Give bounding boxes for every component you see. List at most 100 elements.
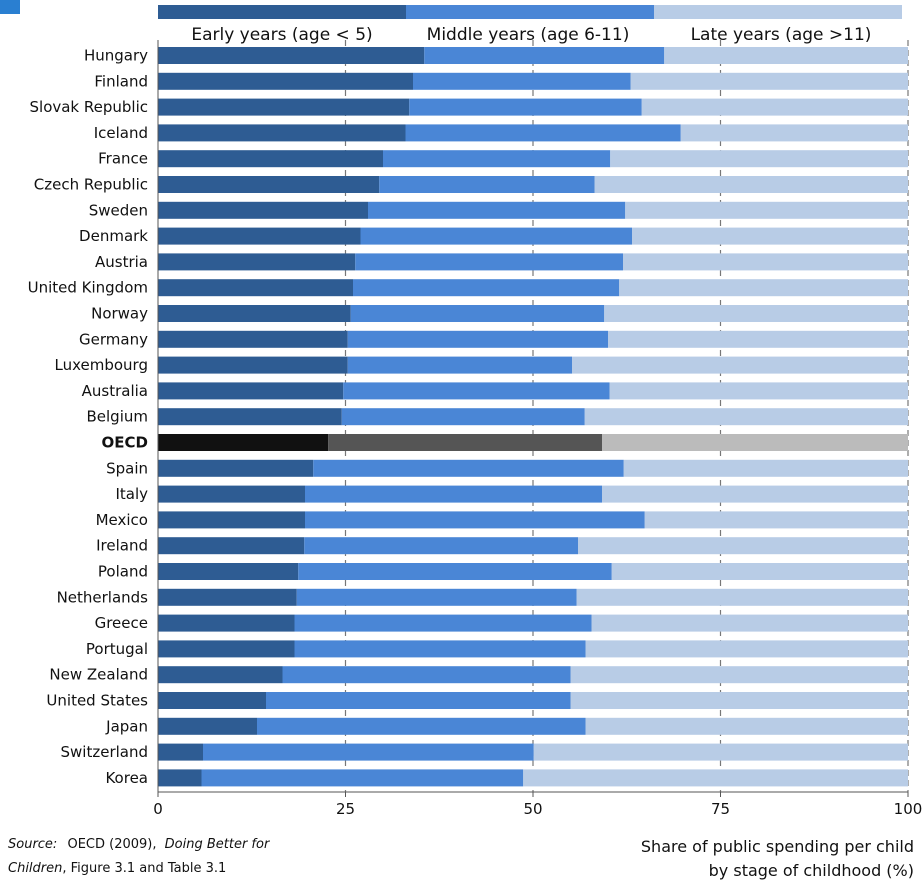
bar-mexico-series-3	[644, 511, 908, 529]
bar-united-states-series-1	[158, 692, 266, 709]
category-label-iceland: Iceland	[94, 124, 148, 142]
legend-swatch-2	[406, 5, 654, 19]
bar-switzerland-series-3	[533, 743, 908, 761]
bar-greece-series-1	[158, 614, 295, 632]
bar-greece-series-3	[591, 614, 908, 632]
bar-mexico-series-2	[305, 511, 645, 529]
x-tick-label-100: 100	[894, 800, 923, 818]
category-label-luxembourg: Luxembourg	[55, 356, 149, 374]
category-label-korea: Korea	[105, 769, 148, 787]
bar-hungary-series-2	[424, 47, 665, 64]
bar-sweden-series-1	[158, 201, 368, 219]
category-label-poland: Poland	[98, 563, 148, 581]
bar-poland-series-2	[298, 563, 612, 580]
category-label-norway: Norway	[91, 305, 148, 323]
legend-swatch-1	[158, 5, 406, 19]
bar-united-states-series-2	[266, 692, 571, 709]
x-tick-label-50: 50	[523, 800, 542, 818]
category-label-new-zealand: New Zealand	[49, 666, 148, 684]
x-tick-label-75: 75	[711, 800, 730, 818]
bar-switzerland-series-2	[203, 743, 534, 761]
bar-iceland-series-3	[680, 124, 908, 142]
bar-finland-series-1	[158, 72, 413, 90]
source-note-line2: Children, Figure 3.1 and Table 3.1	[8, 861, 226, 876]
bar-finland-series-2	[413, 72, 631, 90]
category-label-germany: Germany	[79, 330, 148, 348]
bar-oecd-series-3	[602, 434, 908, 451]
bar-japan-series-1	[158, 717, 257, 735]
bar-denmark-series-2	[360, 227, 632, 245]
bar-sweden-series-2	[368, 201, 626, 219]
bar-australia-series-2	[343, 382, 610, 400]
bar-netherlands-series-3	[576, 588, 908, 606]
x-tick-label-25: 25	[336, 800, 355, 818]
bar-norway-series-1	[158, 305, 351, 322]
bar-iceland-series-1	[158, 124, 406, 142]
bar-germany-series-2	[347, 330, 608, 348]
category-label-czech-republic: Czech Republic	[34, 176, 148, 194]
category-label-spain: Spain	[106, 459, 148, 477]
bar-new-zealand-series-2	[282, 666, 571, 684]
source-title1: Doing Better for	[165, 837, 271, 852]
corner-accent-square	[0, 0, 20, 14]
bar-italy-series-1	[158, 485, 305, 503]
bar-spain-series-2	[313, 459, 624, 477]
bar-netherlands-series-1	[158, 588, 297, 606]
bar-slovak-republic-series-1	[158, 98, 410, 116]
legend: Early years (age < 5) Middle years (age 6…	[158, 5, 902, 45]
bar-portugal-series-2	[294, 640, 586, 658]
bar-austria-series-3	[623, 253, 908, 271]
x-axis-title-line1: Share of public spending per child	[641, 837, 914, 856]
category-label-france: France	[98, 150, 148, 168]
bar-france-series-1	[158, 150, 383, 168]
bar-ireland-series-2	[304, 537, 578, 555]
bar-slovak-republic-series-3	[641, 98, 908, 116]
bar-luxembourg-series-1	[158, 356, 348, 374]
bar-poland-series-3	[611, 563, 908, 580]
bar-norway-series-3	[604, 305, 908, 322]
bar-hungary-series-3	[664, 47, 908, 64]
source-note-line1: Source: OECD (2009), Doing Better for	[8, 837, 271, 852]
bar-spain-series-3	[623, 459, 908, 477]
legend-label-3: Late years (age >11)	[691, 25, 872, 45]
category-label-united-states: United States	[46, 692, 148, 710]
bar-denmark-series-3	[632, 227, 908, 245]
bar-portugal-series-1	[158, 640, 295, 658]
source-title2: Children	[8, 861, 62, 876]
bar-luxembourg-series-2	[347, 356, 572, 374]
bar-new-zealand-series-3	[570, 666, 908, 684]
category-label-hungary: Hungary	[84, 47, 148, 65]
category-label-greece: Greece	[95, 614, 148, 632]
bar-united-kingdom-series-2	[353, 279, 620, 297]
bar-sweden-series-3	[625, 201, 908, 219]
category-label-netherlands: Netherlands	[57, 588, 149, 606]
category-label-finland: Finland	[94, 72, 148, 90]
bar-france-series-2	[383, 150, 611, 168]
bar-austria-series-2	[355, 253, 623, 271]
bar-australia-series-3	[609, 382, 908, 400]
category-label-united-kingdom: United Kingdom	[28, 279, 148, 297]
bar-portugal-series-3	[585, 640, 908, 658]
bar-oecd-series-1	[158, 434, 329, 451]
bar-new-zealand-series-1	[158, 666, 283, 684]
bar-belgium-series-2	[341, 408, 585, 426]
bar-hungary-series-1	[158, 47, 425, 64]
bar-italy-series-2	[305, 485, 602, 503]
bar-australia-series-1	[158, 382, 344, 400]
category-label-mexico: Mexico	[96, 511, 148, 529]
bar-japan-series-3	[585, 717, 908, 735]
bar-italy-series-3	[602, 485, 908, 503]
category-label-switzerland: Switzerland	[61, 743, 149, 761]
bar-finland-series-3	[630, 72, 908, 90]
bar-ireland-series-1	[158, 537, 305, 555]
x-axis-title-line2: by stage of childhood (%)	[709, 861, 914, 880]
bar-oecd-series-2	[328, 434, 602, 451]
category-label-sweden: Sweden	[89, 201, 148, 219]
bar-ireland-series-3	[578, 537, 908, 555]
bar-germany-series-3	[608, 330, 908, 348]
category-labels: Hungary Finland Slovak Republic Iceland Fran…	[28, 47, 149, 787]
bar-korea-series-2	[201, 769, 524, 787]
bar-united-kingdom-series-3	[619, 279, 908, 297]
bar-denmark-series-1	[158, 227, 361, 245]
